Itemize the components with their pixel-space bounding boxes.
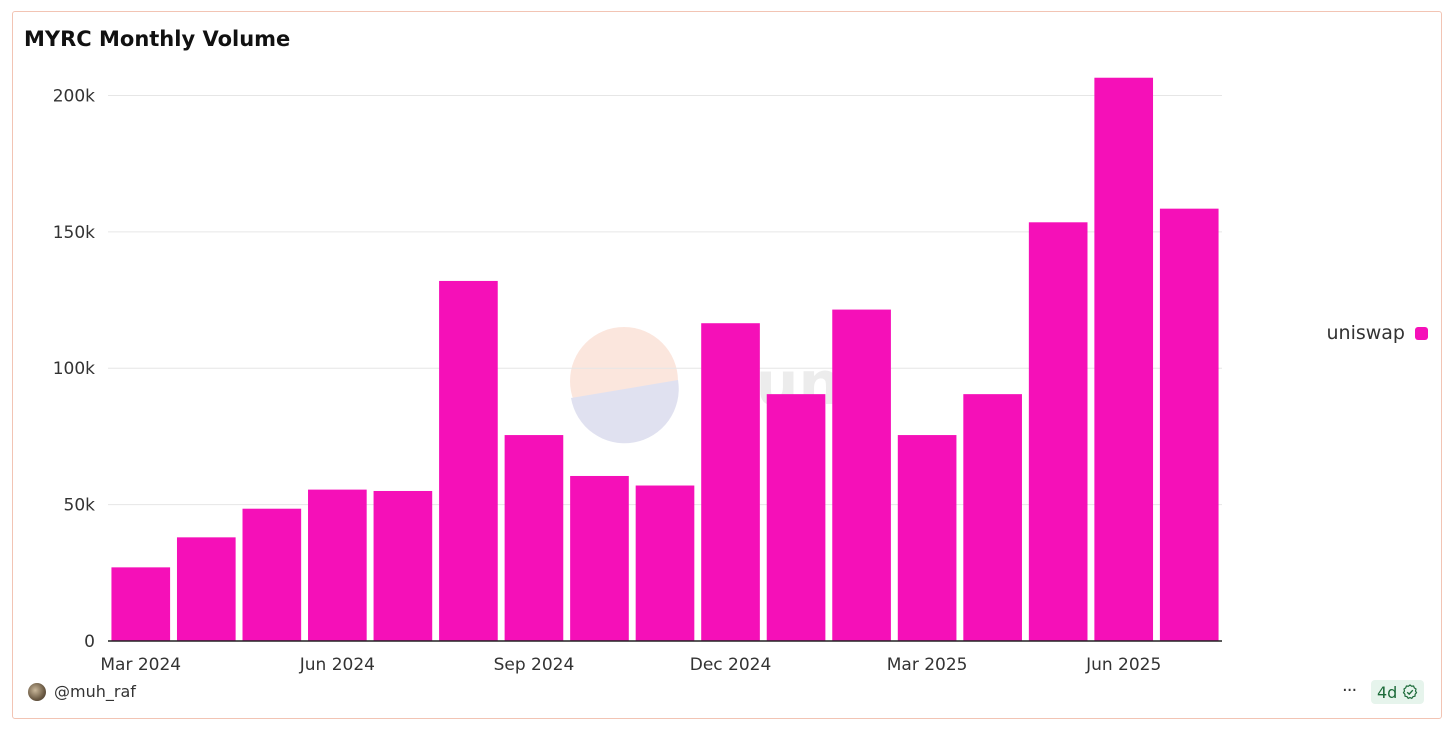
legend-swatch: [1415, 326, 1428, 340]
bar-nov-2024[interactable]: [635, 485, 695, 641]
age-text: 4d: [1377, 682, 1398, 702]
x-tick-label: Dec 2024: [690, 655, 772, 675]
bar-jul-2024[interactable]: [373, 490, 433, 641]
verified-check-icon: [1403, 684, 1418, 700]
x-tick-label: Jun 2025: [1085, 655, 1161, 675]
bar-jun-2025[interactable]: [1094, 77, 1154, 642]
avatar: [28, 682, 46, 701]
y-tick-label: 150k: [53, 223, 95, 243]
bar-may-2024[interactable]: [242, 508, 302, 641]
bar-jul-2025[interactable]: [1159, 208, 1219, 642]
bar-dec-2024[interactable]: [701, 323, 760, 641]
bar-aug-2024[interactable]: [439, 280, 498, 641]
bar-jun-2024[interactable]: [308, 489, 367, 641]
y-tick-label: 100k: [53, 359, 95, 379]
bar-feb-2025[interactable]: [832, 309, 891, 641]
y-tick-label: 50k: [64, 496, 96, 516]
x-tick-label: Jun 2024: [299, 655, 375, 675]
legend[interactable]: uniswap: [1326, 322, 1428, 344]
bar-apr-2024[interactable]: [176, 537, 236, 641]
age-badge: 4d: [1371, 680, 1425, 704]
bar-sep-2024[interactable]: [504, 435, 564, 641]
x-tick-label: Mar 2025: [887, 655, 968, 675]
author[interactable]: @muh_raf: [28, 682, 136, 701]
bar-mar-2024[interactable]: [111, 567, 171, 641]
author-name: @muh_raf: [54, 682, 136, 701]
y-tick-label: 0: [84, 632, 95, 652]
legend-label: uniswap: [1326, 322, 1405, 344]
chart-title: MYRC Monthly Volume: [24, 27, 291, 51]
bar-mar-2025[interactable]: [897, 435, 957, 641]
x-tick-label: Mar 2024: [100, 655, 181, 675]
bar-jan-2025[interactable]: [766, 394, 826, 641]
y-tick-label: 200k: [53, 86, 95, 106]
bar-may-2025[interactable]: [1028, 222, 1088, 641]
bar-apr-2025[interactable]: [963, 394, 1022, 641]
bar-oct-2024[interactable]: [570, 475, 629, 641]
x-tick-label: Sep 2024: [494, 655, 575, 675]
more-options-button[interactable]: ···: [1342, 680, 1357, 701]
